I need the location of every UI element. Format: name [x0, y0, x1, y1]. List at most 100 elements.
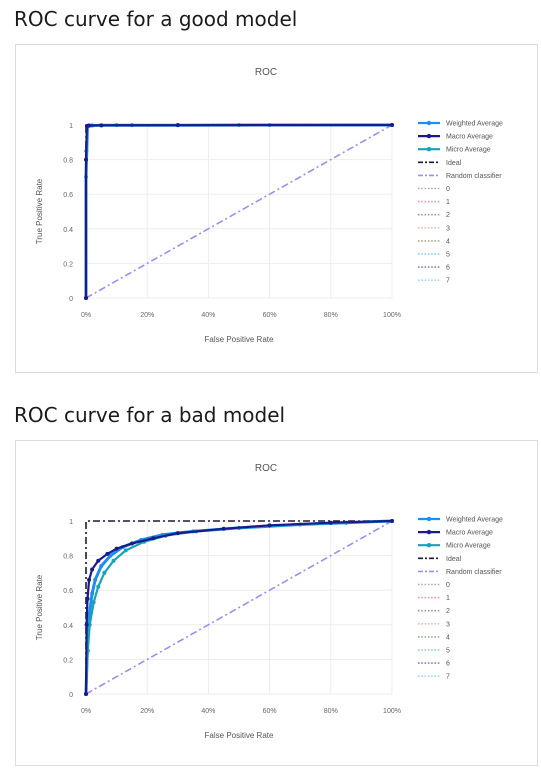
series-point-2: [96, 584, 101, 589]
series-point-2: [102, 570, 107, 575]
section-heading-good: ROC curve for a good model: [14, 7, 298, 31]
x-tick-label: 80%: [324, 312, 338, 319]
legend-marker-1: [426, 133, 432, 139]
legend-label-5[interactable]: 0: [446, 186, 450, 193]
chart-title: ROC: [255, 463, 277, 474]
series-point-1: [390, 519, 394, 523]
x-tick-label: 40%: [201, 708, 215, 715]
legend-marker-0: [426, 516, 432, 522]
series-point-2: [111, 558, 116, 563]
legend-label-7[interactable]: 2: [446, 212, 450, 219]
legend-label-6[interactable]: 1: [446, 199, 450, 206]
series-point-0: [93, 577, 98, 582]
legend-label-0[interactable]: Weighted Average: [446, 121, 503, 128]
legend-label-12[interactable]: 7: [446, 278, 450, 285]
series-line-4: [85, 124, 393, 299]
y-tick-label: 0.8: [63, 554, 73, 561]
y-tick-label: 1: [69, 519, 73, 526]
legend-marker-1: [426, 529, 432, 535]
x-tick-label: 60%: [263, 312, 277, 319]
legend-label-8[interactable]: 3: [446, 621, 450, 628]
series-point-1: [105, 551, 110, 556]
series-point-1: [84, 296, 88, 300]
series-point-1: [129, 541, 134, 546]
series-point-1: [114, 546, 119, 551]
legend-label-1[interactable]: Macro Average: [446, 134, 493, 141]
series-point-1: [390, 123, 394, 127]
legend-label-3[interactable]: Ideal: [446, 160, 462, 167]
roc-chart-bad: ROC 0% 20% 40% 60% 80% 100% 0 0.2 0.4 0.6 0.8 1 False…: [35, 463, 503, 740]
x-tick-label: 20%: [140, 312, 154, 319]
section-heading-bad: ROC curve for a bad model: [14, 403, 286, 427]
legend-label-7[interactable]: 2: [446, 608, 450, 615]
roc-chart-good: ROC 0% 20% 40% 60% 80% 100% 0 0.2 0.4 0.6 0.8 1 False…: [35, 67, 503, 344]
x-tick-label: 100%: [383, 312, 401, 319]
series-line-3: [85, 520, 392, 694]
series-point-1: [267, 523, 272, 528]
series-point-0: [99, 563, 104, 568]
legend-label-4[interactable]: Random classifier: [446, 173, 502, 180]
legend-label-10[interactable]: 5: [446, 252, 450, 259]
legend-marker-0: [426, 120, 432, 126]
series-point-0: [90, 591, 95, 596]
chart-title: ROC: [255, 67, 277, 78]
series-point-1: [85, 596, 90, 601]
roc-chart-card-bad: ROC 0% 20% 40% 60% 80% 100% 0 0.2 0.4 0.6 0.8 1 False…: [15, 440, 538, 766]
y-tick-label: 0.2: [63, 657, 73, 664]
series-point-1: [87, 577, 92, 582]
series-point-1: [175, 531, 180, 536]
series-point-1: [151, 536, 156, 541]
series-point-1: [84, 157, 88, 162]
x-tick-label: 40%: [201, 312, 215, 319]
legend-label-12[interactable]: 7: [446, 674, 450, 681]
y-tick-label: 1: [69, 123, 73, 130]
y-tick-label: 0.6: [63, 192, 73, 199]
series-line-4: [85, 520, 393, 695]
y-tick-label: 0.4: [63, 227, 73, 234]
legend-label-4[interactable]: Random classifier: [446, 569, 502, 576]
y-tick-label: 0: [69, 296, 73, 303]
series-point-1: [84, 622, 89, 627]
series-point-2: [123, 548, 128, 553]
legend-label-10[interactable]: 5: [446, 648, 450, 655]
legend-label-2[interactable]: Micro Average: [446, 543, 491, 550]
series-point-1: [175, 123, 180, 128]
x-tick-label: 100%: [383, 708, 401, 715]
legend-label-0[interactable]: Weighted Average: [446, 517, 503, 524]
legend-label-9[interactable]: 4: [446, 634, 450, 641]
series-point-1: [87, 123, 92, 128]
legend-label-8[interactable]: 3: [446, 225, 450, 232]
y-tick-label: 0.2: [63, 261, 73, 268]
series-point-1: [84, 692, 88, 696]
series-point-2: [87, 622, 92, 627]
x-tick-label: 60%: [263, 708, 277, 715]
series-point-1: [90, 567, 95, 572]
legend-label-3[interactable]: Ideal: [446, 556, 462, 563]
legend-label-9[interactable]: 4: [446, 238, 450, 245]
series-point-1: [221, 526, 226, 531]
x-axis-label: False Positive Rate: [205, 731, 274, 740]
legend-marker-2: [426, 147, 432, 152]
roc-chart-card-good: ROC 0% 20% 40% 60% 80% 100% 0 0.2 0.4 0.6 0.8 1 False…: [15, 44, 538, 373]
x-tick-label: 0%: [81, 708, 91, 715]
series-point-1: [328, 520, 333, 525]
y-axis-label: True Positive Rate: [35, 574, 44, 640]
x-axis-label: False Positive Rate: [205, 335, 274, 344]
legend-label-5[interactable]: 0: [446, 582, 450, 589]
x-tick-label: 20%: [140, 708, 154, 715]
legend-label-11[interactable]: 6: [446, 265, 450, 272]
y-axis-label: True Positive Rate: [35, 178, 44, 244]
series-point-2: [91, 600, 96, 605]
y-tick-label: 0.4: [63, 623, 73, 630]
legend-label-1[interactable]: Macro Average: [446, 530, 493, 537]
legend-label-6[interactable]: 1: [446, 595, 450, 602]
legend-label-2[interactable]: Micro Average: [446, 147, 491, 154]
y-tick-label: 0: [69, 692, 73, 699]
x-tick-label: 0%: [81, 312, 91, 319]
series-point-0: [108, 553, 113, 558]
legend-marker-2: [426, 543, 432, 548]
y-tick-label: 0.8: [63, 158, 73, 165]
series-point-1: [99, 123, 104, 128]
legend-label-11[interactable]: 6: [446, 661, 450, 668]
series-point-1: [96, 558, 101, 563]
